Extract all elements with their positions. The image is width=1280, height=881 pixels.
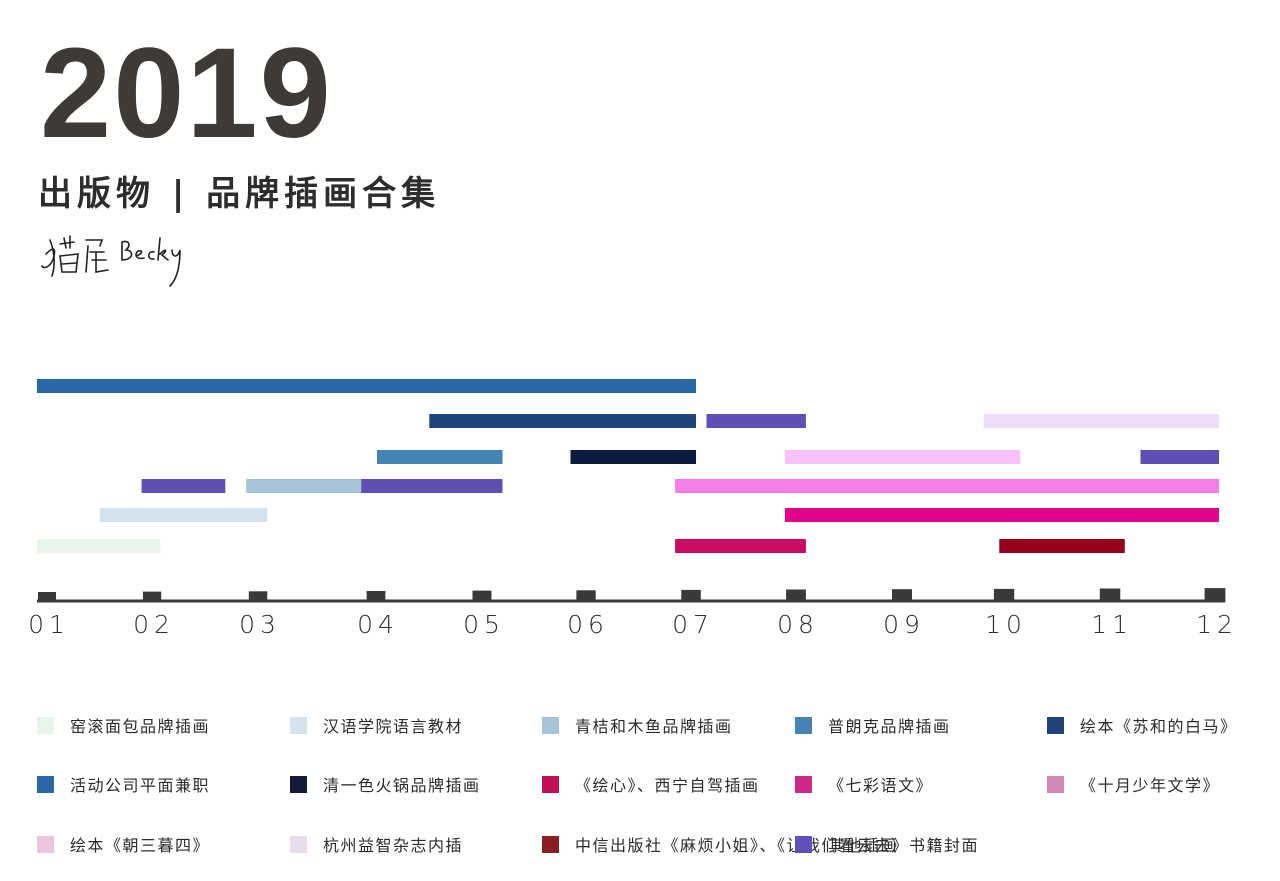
legend-swatch (1047, 716, 1064, 734)
legend-item-4: 普朗克品牌插画 (795, 713, 951, 737)
legend-label: 汉语学院语言教材 (323, 717, 464, 736)
timeline-bar-7-1 (570, 450, 696, 464)
timeline-tick-02 (142, 591, 162, 602)
legend-label: 《绘心》、西宁自驾插画 (575, 776, 760, 795)
timeline-bar-11-1 (784, 450, 1021, 464)
tick-label-03: 03 (239, 610, 281, 639)
timeline-bar-9-1 (784, 508, 1219, 522)
legend-swatch (37, 716, 54, 734)
timeline-tick-06 (576, 590, 596, 603)
signature-logo (41, 235, 181, 287)
legend-item-6: 活动公司平面兼职 (37, 772, 210, 796)
legend-item-14: 其他插画 (795, 832, 898, 856)
tick-label-07: 07 (672, 610, 714, 639)
timeline-tick-03 (248, 591, 268, 602)
tick-label-04: 04 (357, 610, 399, 639)
timeline-bar-5-1 (429, 414, 696, 428)
timeline-tick-09 (892, 589, 912, 602)
legend-swatch (795, 716, 812, 734)
timeline-tick-labels: 01 02 03 04 05 06 07 08 09 10 11 12 (28, 610, 1238, 639)
timeline-bar-1-1 (37, 539, 161, 553)
tick-label-08: 08 (777, 610, 819, 639)
legend-label: 《七彩语文》 (828, 776, 934, 795)
legend-item-2: 汉语学院语言教材 (290, 713, 463, 737)
legend-swatch (290, 775, 307, 793)
legend-item-9: 《七彩语文》 (795, 772, 933, 796)
tick-label-12: 12 (1196, 610, 1238, 639)
legend-item-1: 窑滚面包品牌插画 (37, 713, 210, 737)
tick-label-11: 11 (1091, 610, 1133, 639)
timeline-bar-6-1 (37, 379, 696, 393)
tick-label-09: 09 (883, 610, 925, 639)
legend-item-13: 中信出版社《麻烦小姐》、《让我们看云去》书籍封面 (542, 832, 979, 856)
legend-swatch (795, 775, 812, 793)
legend-label: 清一色火锅品牌插画 (323, 776, 481, 795)
tick-label-05: 05 (463, 610, 505, 639)
legend-label: 窑滚面包品牌插画 (70, 717, 211, 736)
legend-swatch (290, 835, 307, 853)
legend-swatch (795, 835, 812, 853)
legend-swatch (542, 716, 559, 734)
legend-item-10: 《十月少年文学》 (1047, 772, 1220, 796)
legend-swatch (290, 716, 307, 734)
legend-swatch (542, 775, 559, 793)
timeline-ticks (38, 588, 1226, 603)
timeline-tick-10 (993, 588, 1015, 603)
timeline-tick-01 (38, 592, 56, 602)
legend-item-3: 青桔和木鱼品牌插画 (542, 713, 733, 737)
timeline-bar-13-1 (999, 539, 1125, 553)
legend-label: 杭州益智杂志内插 (323, 836, 464, 855)
timeline-chart: 01 02 03 04 05 06 07 08 09 10 11 12 (28, 379, 1238, 639)
timeline-bar-14-1 (141, 479, 226, 493)
page-subtitle: 出版物 | 品牌插画合集 (38, 174, 441, 214)
tick-label-01: 01 (28, 610, 70, 639)
legend-label: 其他插画 (828, 836, 899, 855)
chart-bars (37, 379, 1219, 553)
legend-label: 《十月少年文学》 (1080, 776, 1221, 795)
tick-label-02: 02 (133, 610, 175, 639)
legend-item-11: 绘本《朝三暮四》 (37, 832, 210, 856)
timeline-bar-4-1 (377, 450, 503, 464)
timeline-tick-05 (472, 590, 492, 602)
timeline-tick-04 (366, 591, 386, 603)
timeline-bar-8-1 (675, 539, 806, 553)
legend-label: 绘本《朝三暮四》 (70, 836, 211, 855)
timeline-bar-12-1 (983, 414, 1219, 428)
timeline-bar-14-2 (361, 479, 503, 493)
legend-label: 活动公司平面兼职 (70, 776, 211, 795)
timeline-bar-14-3 (706, 414, 806, 428)
timeline-tick-11 (1099, 588, 1121, 602)
legend-label: 普朗克品牌插画 (828, 717, 951, 736)
legend-item-5: 绘本《苏和的白马》 (1047, 713, 1238, 737)
legend-item-12: 杭州益智杂志内插 (290, 832, 463, 856)
legend-label: 绘本《苏和的白马》 (1080, 717, 1238, 736)
legend-swatch (542, 835, 559, 853)
tick-label-06: 06 (567, 610, 609, 639)
timeline-bar-2-1 (99, 508, 268, 522)
page-title-year: 2019 (40, 22, 333, 165)
timeline-tick-12 (1204, 588, 1226, 602)
legend-item-8: 《绘心》、西宁自驾插画 (542, 772, 760, 796)
timeline-bar-14-4 (1140, 450, 1219, 464)
legend-swatch (37, 775, 54, 793)
legend-label: 中信出版社《麻烦小姐》、《让我们看云去》书籍封面 (575, 836, 980, 855)
legend-swatch (1047, 775, 1064, 793)
legend-label: 青桔和木鱼品牌插画 (575, 717, 733, 736)
timeline-bar-3-1 (246, 479, 385, 493)
timeline-bar-10-1 (675, 479, 1219, 493)
tick-label-10: 10 (985, 610, 1027, 639)
timeline-tick-08 (786, 589, 806, 602)
legend-item-7: 清一色火锅品牌插画 (290, 772, 481, 796)
timeline-tick-07 (681, 589, 701, 602)
legend-swatch (37, 835, 54, 853)
